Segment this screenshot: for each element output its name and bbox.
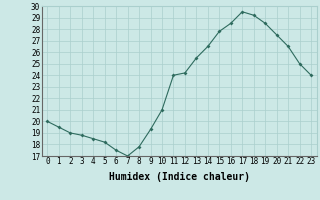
X-axis label: Humidex (Indice chaleur): Humidex (Indice chaleur) xyxy=(109,172,250,182)
